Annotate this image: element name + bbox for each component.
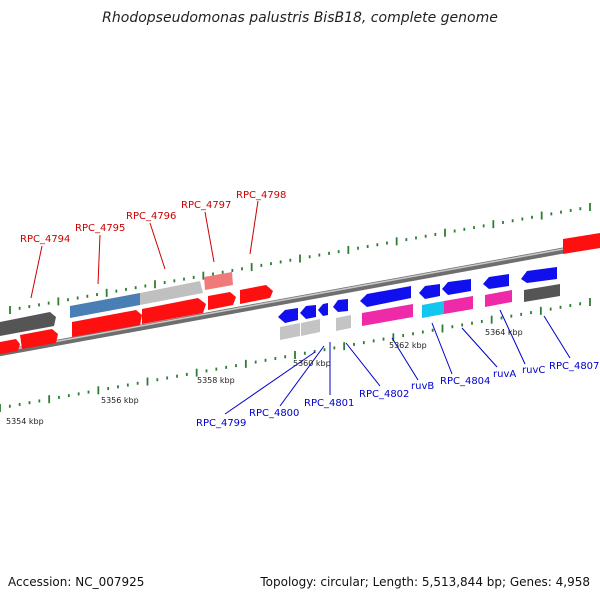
- scale-label-5362: 5362 kbp: [389, 341, 427, 350]
- callout-line: [249, 200, 259, 255]
- label-rpc-4794[interactable]: RPC_4794: [20, 234, 70, 245]
- label-rpc-4795[interactable]: RPC_4795: [75, 223, 125, 234]
- gene-red-far-left[interactable]: [0, 339, 20, 354]
- label-rpc-4804[interactable]: RPC_4804: [440, 376, 490, 387]
- scale-label-5364: 5364 kbp: [485, 328, 523, 337]
- scale-label-5354: 5354 kbp: [6, 417, 44, 426]
- gene-rpc4804-blue-a[interactable]: [419, 284, 440, 299]
- gene-red-left[interactable]: [20, 329, 58, 349]
- callout-line: [461, 327, 498, 368]
- gene-ruvC-blue[interactable]: [521, 267, 557, 283]
- gene-red-right[interactable]: [563, 233, 600, 254]
- label-rpc-4802[interactable]: RPC_4802: [359, 389, 409, 400]
- callout-line: [204, 211, 215, 263]
- label-rpc-4797[interactable]: RPC_4797: [181, 200, 231, 211]
- callout-line: [391, 337, 419, 381]
- gene-magenta-1[interactable]: [362, 304, 413, 326]
- genome-backbone: [0, 240, 600, 357]
- gene-magenta-3[interactable]: [485, 290, 512, 307]
- callout-line: [224, 351, 316, 415]
- scale-label-5356: 5356 kbp: [101, 396, 139, 405]
- gene-red-b[interactable]: [142, 298, 206, 324]
- map-title: Rhodopseudomonas palustris BisB18, compl…: [102, 10, 498, 26]
- gene-dark-grey[interactable]: [524, 284, 560, 302]
- gene-red-a[interactable]: [72, 310, 142, 337]
- gene-rpc4802-small[interactable]: [333, 299, 348, 312]
- callout-line: [431, 322, 453, 375]
- callout-line: [149, 222, 166, 270]
- callout-line: [30, 245, 43, 299]
- genome-backbone-highlight: [0, 241, 600, 353]
- gene-red-d[interactable]: [240, 285, 273, 304]
- gene-rpc4797-pink[interactable]: [204, 272, 233, 290]
- tick-row-upper: [9, 203, 591, 314]
- gene-rpc4796-grey[interactable]: [140, 281, 203, 305]
- reverse-labels: RPC_4799 RPC_4800 RPC_4801 RPC_4802 ruvB…: [196, 361, 599, 429]
- label-rpc-4798[interactable]: RPC_4798: [236, 190, 286, 201]
- label-ruvC[interactable]: ruvC: [522, 365, 545, 376]
- accession-text: Accession: NC_007925: [8, 575, 145, 589]
- gene-magenta-2[interactable]: [444, 296, 473, 314]
- label-rpc-4800[interactable]: RPC_4800: [249, 408, 299, 419]
- gene-rpc4804-blue-b[interactable]: [442, 279, 471, 295]
- label-ruvA[interactable]: ruvA: [493, 369, 516, 380]
- callout-line: [499, 309, 526, 365]
- forward-labels: RPC_4794 RPC_4795 RPC_4796 RPC_4797 RPC_…: [20, 190, 286, 245]
- gene-rpc4799[interactable]: [278, 308, 298, 323]
- callout-line: [279, 345, 325, 407]
- gene-rpc4800[interactable]: [300, 305, 316, 319]
- gene-dark-left[interactable]: [0, 312, 56, 336]
- callout-lines: [30, 200, 571, 415]
- gene-rpc4801[interactable]: [318, 303, 328, 316]
- gene-grey-2[interactable]: [301, 319, 320, 336]
- forward-genes: [0, 233, 600, 354]
- gene-grey-1[interactable]: [280, 323, 300, 340]
- genome-summary-text: Topology: circular; Length: 5,513,844 bp…: [260, 575, 590, 589]
- gene-ruvB-blue[interactable]: [360, 286, 411, 307]
- reverse-genes: [278, 267, 560, 340]
- label-rpc-4801[interactable]: RPC_4801: [304, 398, 354, 409]
- gene-grey-3[interactable]: [336, 315, 351, 331]
- gene-red-c[interactable]: [208, 292, 236, 310]
- callout-line: [543, 315, 571, 359]
- scale-labels: 5354 kbp 5356 kbp 5358 kbp 5360 kbp 5362…: [6, 328, 523, 426]
- gene-rpc4795-blue[interactable]: [70, 293, 140, 318]
- gene-cyan[interactable]: [422, 301, 444, 318]
- scale-label-5360: 5360 kbp: [293, 359, 331, 368]
- callout-line: [97, 234, 101, 285]
- scale-label-5358: 5358 kbp: [197, 376, 235, 385]
- callout-line: [345, 342, 381, 387]
- label-rpc-4796[interactable]: RPC_4796: [126, 211, 176, 222]
- gene-ruvA-blue[interactable]: [483, 274, 509, 289]
- label-ruvB[interactable]: ruvB: [411, 381, 434, 392]
- tick-row-lower: [0, 298, 591, 412]
- label-rpc-4807[interactable]: RPC_4807: [549, 361, 599, 372]
- label-rpc-4799[interactable]: RPC_4799: [196, 418, 246, 429]
